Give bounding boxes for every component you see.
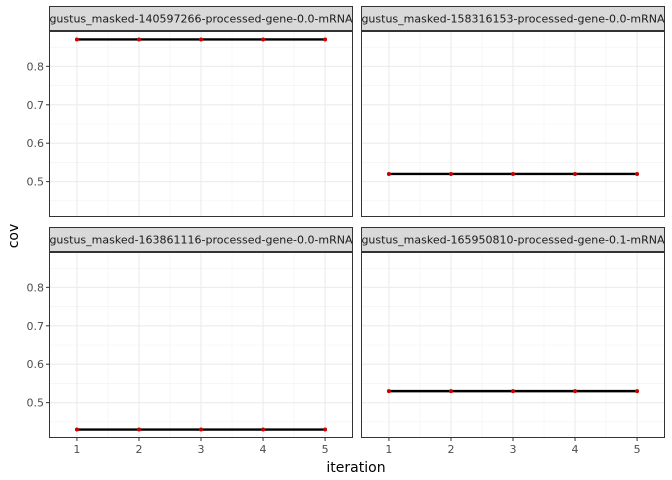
data-point (136, 37, 141, 42)
data-point (635, 389, 640, 394)
y-axis-title: cov (6, 224, 22, 249)
x-tick-label: 3 (198, 443, 205, 456)
panel-border (361, 252, 665, 438)
y-tick-label: 0.6 (27, 358, 45, 371)
facet-panels: gustus_masked-140597266-processed-gene-0… (27, 6, 665, 456)
y-tick-label: 0.7 (27, 320, 45, 333)
x-tick-label: 4 (572, 443, 579, 456)
facet-panel: gustus_masked-140597266-processed-gene-0… (27, 6, 353, 217)
x-axis-title: iteration (326, 460, 385, 476)
data-point (573, 389, 578, 394)
data-point (261, 37, 266, 42)
x-tick-label: 1 (385, 443, 392, 456)
data-point (323, 37, 328, 42)
data-point (511, 389, 515, 394)
gridlines (49, 252, 353, 438)
panel-border (49, 252, 353, 438)
data-point (386, 171, 391, 176)
x-tick-label: 3 (510, 443, 517, 456)
y-tick-label: 0.5 (27, 176, 45, 189)
x-tick-label: 2 (447, 443, 454, 456)
y-tick-label: 0.8 (27, 60, 45, 73)
x-tick-label: 5 (322, 443, 329, 456)
panel-border (49, 31, 353, 217)
x-tick-label: 4 (260, 443, 267, 456)
y-tick-label: 0.5 (27, 397, 45, 410)
x-tick-label: 1 (73, 443, 80, 456)
y-tick-label: 0.7 (27, 99, 45, 112)
facet-strip (49, 227, 353, 252)
panel-border (361, 31, 665, 217)
facet-strip (361, 227, 665, 252)
facet-strip (361, 6, 665, 31)
facet-strip-label: gustus_masked-140597266-processed-gene-0… (49, 13, 353, 26)
data-point (199, 37, 203, 42)
facet-strip-label: gustus_masked-163861116-processed-gene-0… (49, 234, 353, 247)
facet-strip (49, 6, 353, 31)
data-point (635, 171, 640, 176)
data-point (136, 427, 141, 432)
data-point (74, 37, 79, 42)
facet-panel: gustus_masked-158316153-processed-gene-0… (361, 6, 665, 217)
data-point (323, 427, 328, 432)
gridlines (361, 31, 665, 217)
data-point (511, 171, 515, 176)
facet-strip-label: gustus_masked-158316153-processed-gene-0… (361, 13, 665, 26)
data-point (199, 427, 203, 432)
data-point (261, 427, 266, 432)
y-tick-label: 0.6 (27, 137, 45, 150)
y-tick-label: 0.8 (27, 281, 45, 294)
x-tick-label: 5 (634, 443, 641, 456)
data-point (386, 389, 391, 394)
gridlines (49, 31, 353, 217)
data-point (448, 171, 453, 176)
data-point (448, 389, 453, 394)
facet-strip-label: gustus_masked-165950810-processed-gene-0… (361, 234, 665, 247)
data-point (573, 171, 578, 176)
gridlines (361, 252, 665, 438)
facet-panel: gustus_masked-165950810-processed-gene-0… (361, 227, 665, 456)
facet-panel: gustus_masked-163861116-processed-gene-0… (27, 227, 353, 456)
data-point (74, 427, 79, 432)
x-tick-label: 2 (135, 443, 142, 456)
